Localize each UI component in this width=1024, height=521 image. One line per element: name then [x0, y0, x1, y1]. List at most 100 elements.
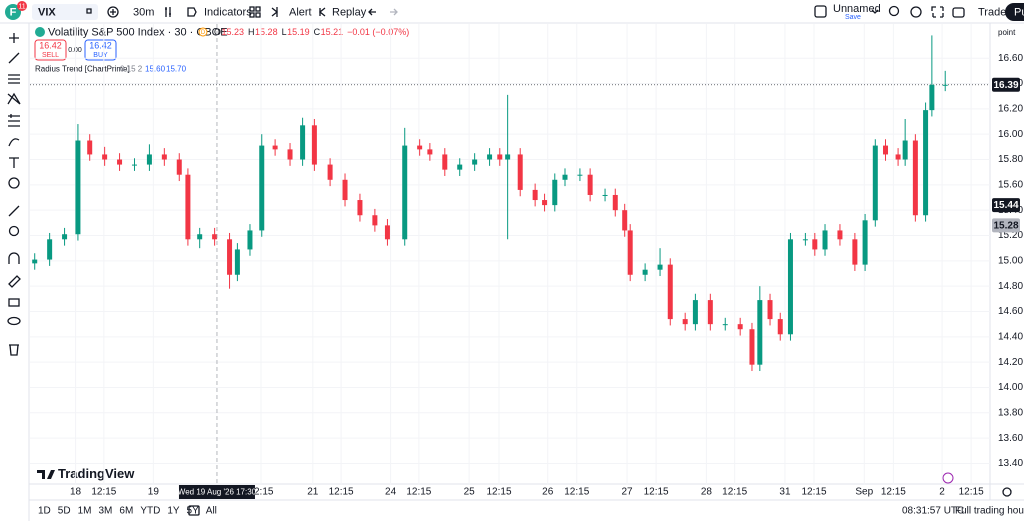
y-tick-label: 14.80 — [998, 281, 1023, 292]
y-tick-label: 13.40 — [998, 458, 1023, 469]
candle-body — [131, 164, 137, 166]
candle-body — [185, 174, 191, 240]
candle-body — [883, 145, 889, 155]
market-status — [35, 27, 45, 37]
pattern-tool[interactable] — [7, 92, 21, 105]
candle-body — [912, 140, 918, 216]
y-tick-label: 14.60 — [998, 306, 1023, 317]
price-label-bg — [992, 77, 1020, 92]
y-tick-label: 14.00 — [998, 382, 1023, 393]
fib-tool[interactable] — [8, 74, 20, 84]
x-tick-label: 28 — [701, 487, 713, 498]
x-tick-label: 27 — [621, 487, 633, 498]
candle-body — [287, 149, 293, 160]
plot-area — [30, 24, 990, 485]
redo-button[interactable] — [390, 8, 398, 16]
session[interactable]: Full trading hours — [955, 506, 1024, 517]
undo-button[interactable] — [368, 8, 376, 16]
settings-button[interactable] — [910, 6, 922, 18]
range-button[interactable]: 5D — [58, 506, 71, 517]
layout-menu[interactable] — [871, 9, 879, 14]
events-marker[interactable] — [942, 472, 954, 484]
text-tool[interactable] — [9, 157, 19, 168]
candle-body — [852, 239, 858, 265]
goto-date-button[interactable] — [188, 505, 200, 516]
axis-settings[interactable] — [1002, 487, 1012, 497]
range-button[interactable]: YTD — [140, 506, 160, 517]
avatar[interactable] — [5, 4, 21, 20]
indicators-button[interactable]: Indicators — [204, 6, 252, 18]
x-tick-label: 12:15 — [406, 487, 431, 498]
layout-name[interactable]: Unnamed — [833, 3, 881, 15]
range-button[interactable]: 1D — [38, 506, 51, 517]
add-symbol-button[interactable] — [107, 6, 119, 18]
range-button[interactable]: 3M — [99, 506, 113, 517]
candle-body — [627, 230, 633, 275]
range-button[interactable]: 1M — [78, 506, 92, 517]
hide-tool[interactable] — [7, 316, 21, 326]
crosshair-label-bg — [178, 485, 255, 499]
candle-body — [923, 110, 929, 216]
y-tick-label: 13.60 — [998, 433, 1023, 444]
x-tick-label: 12:15 — [802, 487, 827, 498]
indicator-value: 15.60 — [145, 65, 166, 74]
stay-drawing-tool[interactable] — [8, 275, 21, 288]
x-tick-label: 18 — [70, 487, 82, 498]
range-button[interactable]: 1Y — [167, 506, 180, 517]
candle-body — [767, 300, 773, 320]
chart-type-button[interactable] — [165, 7, 171, 17]
badge-count: 11 — [18, 3, 25, 10]
trendline-tool[interactable] — [8, 52, 20, 64]
alert-button[interactable]: Alert — [289, 6, 312, 18]
x-tick-label: 12:15 — [881, 487, 906, 498]
interval-button[interactable]: 30m — [133, 6, 154, 18]
range-button[interactable]: 5Y — [187, 506, 200, 517]
candle-body — [929, 84, 935, 111]
candle-body — [62, 234, 68, 240]
measure-tool[interactable] — [8, 205, 20, 217]
sell-label: SELL — [42, 52, 59, 59]
lock-tool[interactable] — [8, 298, 20, 307]
ohlc-key: O — [214, 27, 221, 37]
quick-search-button[interactable] — [888, 5, 900, 17]
candle-body — [862, 220, 868, 265]
buy-button[interactable] — [84, 39, 117, 61]
icons-tool[interactable] — [8, 177, 20, 189]
magnet-tool[interactable] — [8, 252, 20, 264]
candle-body — [342, 179, 348, 201]
trade-button[interactable]: Trade — [978, 6, 1006, 18]
candle-body — [577, 174, 583, 176]
snapshot-button[interactable] — [952, 7, 965, 18]
spread: 0.00 — [68, 47, 82, 54]
candle-body — [872, 145, 878, 221]
candle-body — [895, 154, 901, 160]
layout-status: Save — [845, 14, 861, 21]
remove-tool[interactable] — [9, 344, 19, 356]
candle-body — [552, 179, 558, 206]
symbol-search[interactable] — [32, 4, 98, 20]
candle-body — [442, 154, 448, 170]
ohlc-key: L — [282, 27, 287, 37]
zoom-tool[interactable] — [8, 225, 20, 237]
sell-button[interactable] — [34, 39, 67, 61]
brush-tool[interactable] — [8, 138, 20, 147]
publish-button[interactable] — [1005, 3, 1024, 21]
candle-body — [587, 174, 593, 195]
templates-button[interactable] — [249, 6, 261, 18]
avatar-letter: F — [10, 6, 17, 18]
candle-body — [562, 174, 568, 180]
symbol-icon — [86, 8, 92, 14]
replay-button[interactable]: Replay — [332, 6, 367, 18]
range-button[interactable]: All — [206, 506, 217, 517]
fullscreen-button[interactable] — [931, 6, 944, 18]
drawing-toolbar — [7, 33, 21, 356]
candle-body — [372, 215, 378, 226]
crosshair-tool[interactable] — [9, 33, 19, 43]
candle-body — [497, 154, 503, 160]
prediction-tool[interactable] — [8, 114, 20, 127]
candle-body — [505, 154, 511, 160]
range-button[interactable]: 6M — [119, 506, 133, 517]
candle-body — [622, 210, 628, 231]
x-tick-label: 31 — [779, 487, 791, 498]
x-tick-label: 21 — [307, 487, 319, 498]
